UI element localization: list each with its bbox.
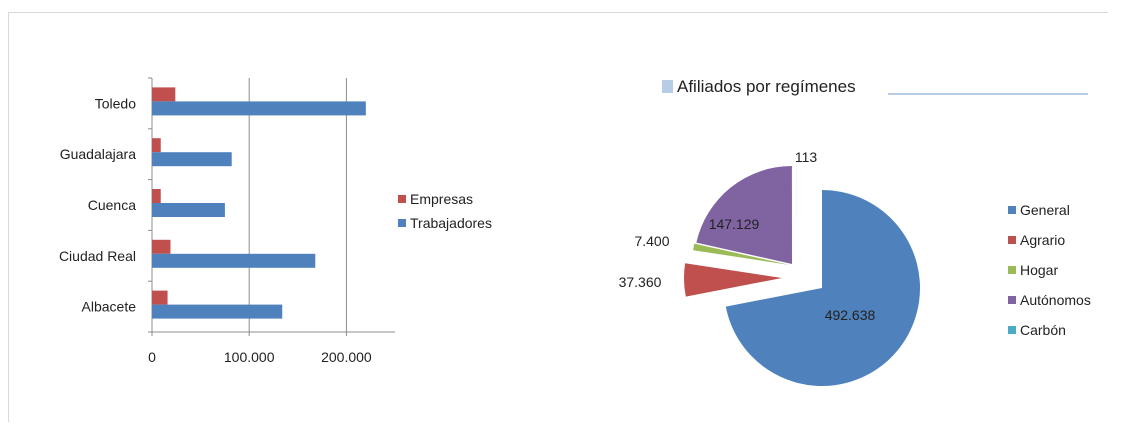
bar-empresas-toledo: [152, 87, 176, 102]
bar-chart: Toledo Guadalajara Cuenca Ciudad Real Albace…: [59, 77, 492, 365]
bar-empresas-albacete: [152, 290, 168, 305]
x-tick-label: 0: [148, 349, 156, 365]
bar-empresas-ciudad-real: [152, 239, 171, 254]
bar-trabajadores-ciudad-real: [152, 253, 316, 268]
bar-empresas-cuenca: [152, 189, 161, 203]
y-tick-label: Guadalajara: [60, 146, 136, 162]
x-tick-label: 100.000: [224, 349, 275, 365]
legend-swatch-empresas: [398, 195, 406, 203]
y-tick-label: Cuenca: [88, 197, 136, 213]
y-tick-label: Toledo: [95, 95, 136, 111]
x-tick-label: 200.000: [321, 349, 372, 365]
legend-label-empresas: Empresas: [410, 191, 473, 207]
chart-frame: [8, 12, 1108, 422]
legend-label-trabajadores: Trabajadores: [410, 215, 492, 231]
bar-trabajadores-albacete: [152, 304, 283, 319]
bar-trabajadores-guadalajara: [152, 152, 232, 167]
y-tick-label: Ciudad Real: [59, 248, 136, 264]
bar-trabajadores-toledo: [152, 101, 366, 116]
bar-empresas-guadalajara: [152, 138, 161, 153]
y-tick-label: Albacete: [82, 299, 137, 315]
bar-trabajadores-cuenca: [152, 203, 225, 217]
legend-swatch-trabajadores: [398, 219, 406, 227]
